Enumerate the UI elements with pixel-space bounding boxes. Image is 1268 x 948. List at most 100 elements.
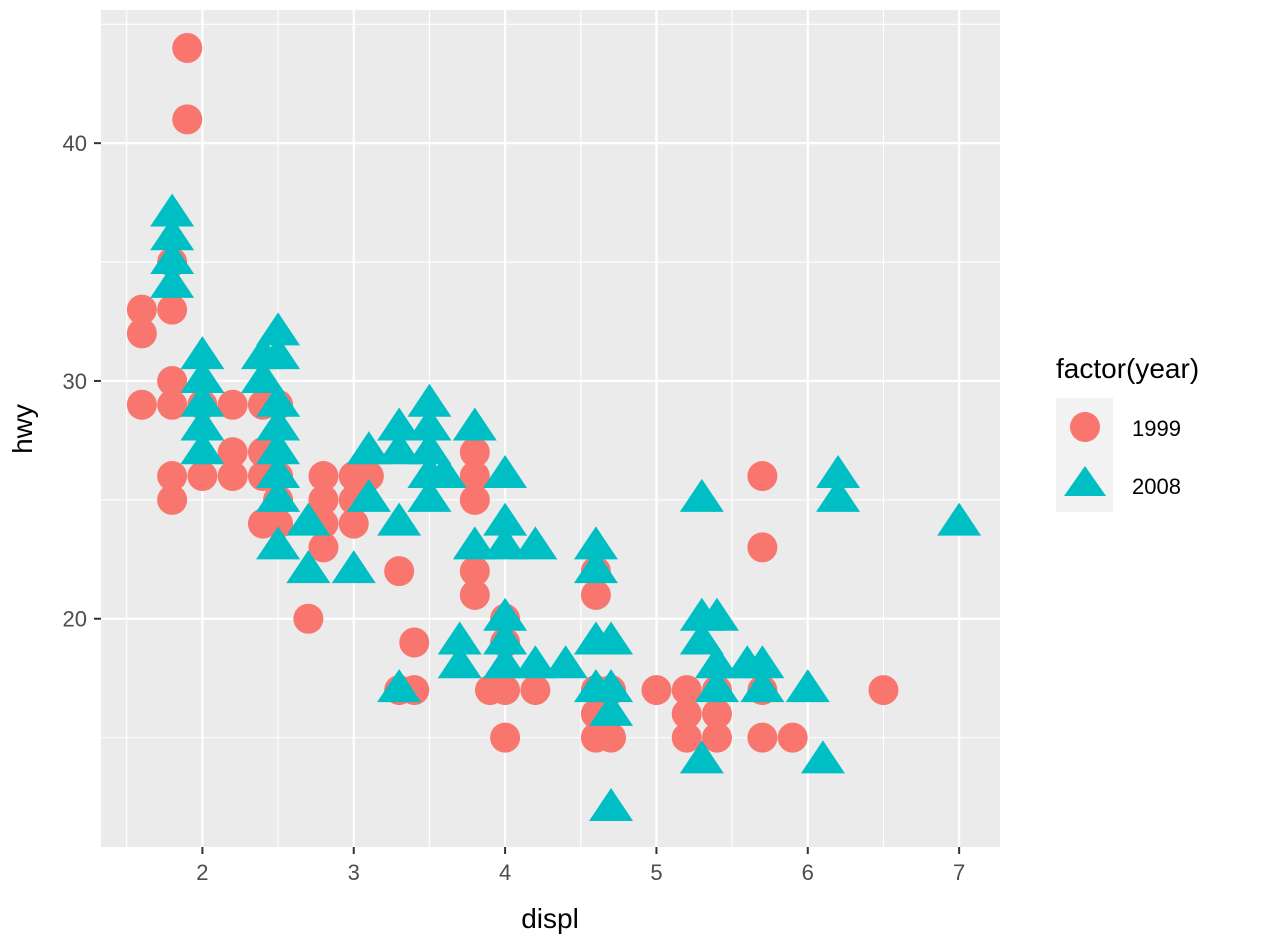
data-point-2008 [346, 478, 391, 512]
data-point-2008 [740, 669, 785, 703]
data-point-2008 [573, 550, 618, 584]
data-point-2008 [180, 407, 225, 441]
data-point-2008 [679, 478, 724, 512]
major-gridlines [101, 10, 1000, 847]
data-point-1999 [187, 461, 218, 492]
data-point-1999 [308, 461, 339, 492]
data-point-2008 [816, 478, 861, 512]
data-point-1999 [596, 722, 627, 753]
data-point-2008 [407, 478, 452, 512]
x-tick-label: 7 [953, 860, 965, 885]
data-point-2008 [286, 502, 331, 536]
data-point-2008 [422, 455, 467, 489]
legend-title: factor(year) [1056, 353, 1199, 384]
data-point-2008 [407, 383, 452, 417]
data-point-2008 [407, 431, 452, 465]
data-point-2008 [437, 645, 482, 679]
data-point-1999 [701, 698, 732, 729]
plot-panel [101, 10, 1000, 847]
x-tick-label: 3 [348, 860, 360, 885]
x-axis-title: displ [521, 903, 579, 934]
data-point-2008 [694, 645, 739, 679]
data-point-1999 [671, 698, 702, 729]
data-point-2008 [573, 526, 618, 560]
data-point-1999 [157, 294, 188, 325]
y-axis: 20 30 40 [63, 131, 101, 632]
legend-key-1999-circle [1070, 412, 1100, 442]
data-point-2008 [483, 621, 528, 655]
y-tick-label: 30 [63, 369, 87, 394]
data-point-2008 [407, 407, 452, 441]
data-point-2008 [346, 431, 391, 465]
data-point-2008 [543, 645, 588, 679]
data-point-1999 [580, 579, 611, 610]
data-point-2008 [180, 431, 225, 465]
data-point-1999 [126, 294, 157, 325]
data-point-2008 [180, 359, 225, 393]
data-point-1999 [353, 461, 384, 492]
data-point-1999 [459, 461, 490, 492]
data-point-1999 [172, 104, 203, 135]
data-point-1999 [747, 532, 778, 563]
data-point-2008 [589, 692, 634, 726]
data-point-1999 [490, 722, 521, 753]
minor-gridlines [101, 10, 1000, 847]
data-point-1999 [868, 675, 899, 706]
legend-label-1999: 1999 [1132, 416, 1181, 441]
data-point-2008 [452, 407, 497, 441]
data-point-1999 [384, 556, 415, 587]
data-point-2008 [483, 455, 528, 489]
data-point-2008 [816, 455, 861, 489]
data-point-2008 [256, 455, 301, 489]
data-point-1999 [157, 484, 188, 515]
data-point-2008 [286, 550, 331, 584]
data-point-2008 [679, 740, 724, 774]
data-point-2008 [256, 336, 301, 370]
data-point-2008 [256, 431, 301, 465]
data-point-1999 [459, 437, 490, 468]
data-point-1999 [459, 484, 490, 515]
y-tick-label: 20 [63, 607, 87, 632]
y-tick-label: 40 [63, 131, 87, 156]
data-point-2008 [740, 645, 785, 679]
data-point-2008 [377, 431, 422, 465]
data-point-1999 [671, 675, 702, 706]
data-point-2008 [150, 241, 195, 275]
data-point-2008 [180, 383, 225, 417]
data-point-1999 [217, 461, 248, 492]
data-point-2008 [694, 597, 739, 631]
data-point-1999 [747, 461, 778, 492]
data-point-1999 [308, 484, 339, 515]
data-point-1999 [747, 722, 778, 753]
data-point-1999 [671, 722, 702, 753]
x-tick-label: 6 [802, 860, 814, 885]
data-point-2008 [377, 407, 422, 441]
data-point-1999 [459, 556, 490, 587]
data-point-1999 [263, 508, 294, 539]
data-point-2008 [785, 669, 830, 703]
data-point-1999 [490, 675, 521, 706]
y-axis-title: hwy [7, 404, 38, 454]
data-point-2008 [256, 383, 301, 417]
x-tick-label: 2 [196, 860, 208, 885]
data-point-2008 [513, 526, 558, 560]
data-point-1999 [520, 675, 551, 706]
data-point-2008 [377, 502, 422, 536]
data-point-2008 [377, 669, 422, 703]
data-point-2008 [452, 526, 497, 560]
x-tick-label: 4 [499, 860, 511, 885]
data-point-2008 [180, 336, 225, 370]
data-point-2008 [331, 550, 376, 584]
data-point-1999 [777, 722, 808, 753]
data-point-2008 [589, 621, 634, 655]
data-point-2008 [694, 669, 739, 703]
data-point-2008 [256, 526, 301, 560]
data-point-1999 [126, 318, 157, 349]
x-tick-label: 5 [650, 860, 662, 885]
data-point-1999 [459, 579, 490, 610]
data-point-2008 [150, 193, 195, 227]
data-point-1999 [641, 675, 672, 706]
data-point-2008 [589, 787, 634, 821]
data-point-2008 [150, 217, 195, 251]
data-point-1999 [399, 627, 430, 658]
